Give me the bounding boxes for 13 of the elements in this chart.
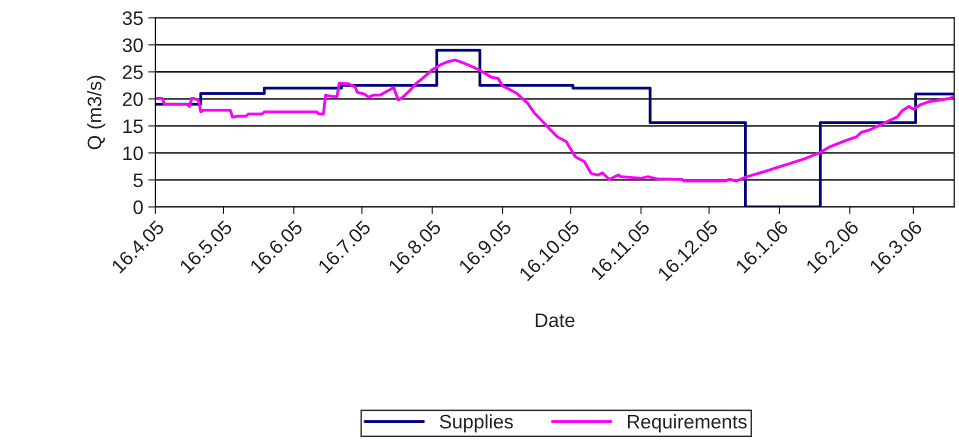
y-axis-title: Q (m3/s) [87, 76, 106, 150]
x-axis-title: Date [536, 314, 574, 328]
y-tick-label: 20 [122, 92, 143, 106]
y-tick-label: 25 [122, 65, 143, 80]
y-tick-label: 5 [134, 174, 143, 188]
line-series [155, 58, 954, 182]
legend-label: Requirements [628, 414, 747, 432]
y-tick-label: 35 [122, 11, 143, 26]
y-tick-label: 10 [123, 146, 143, 160]
legend-label: Supplies [440, 414, 513, 432]
y-tick-label: 30 [122, 38, 143, 52]
y-tick-label: 15 [123, 120, 143, 134]
y-tick-label: 0 [134, 200, 143, 214]
